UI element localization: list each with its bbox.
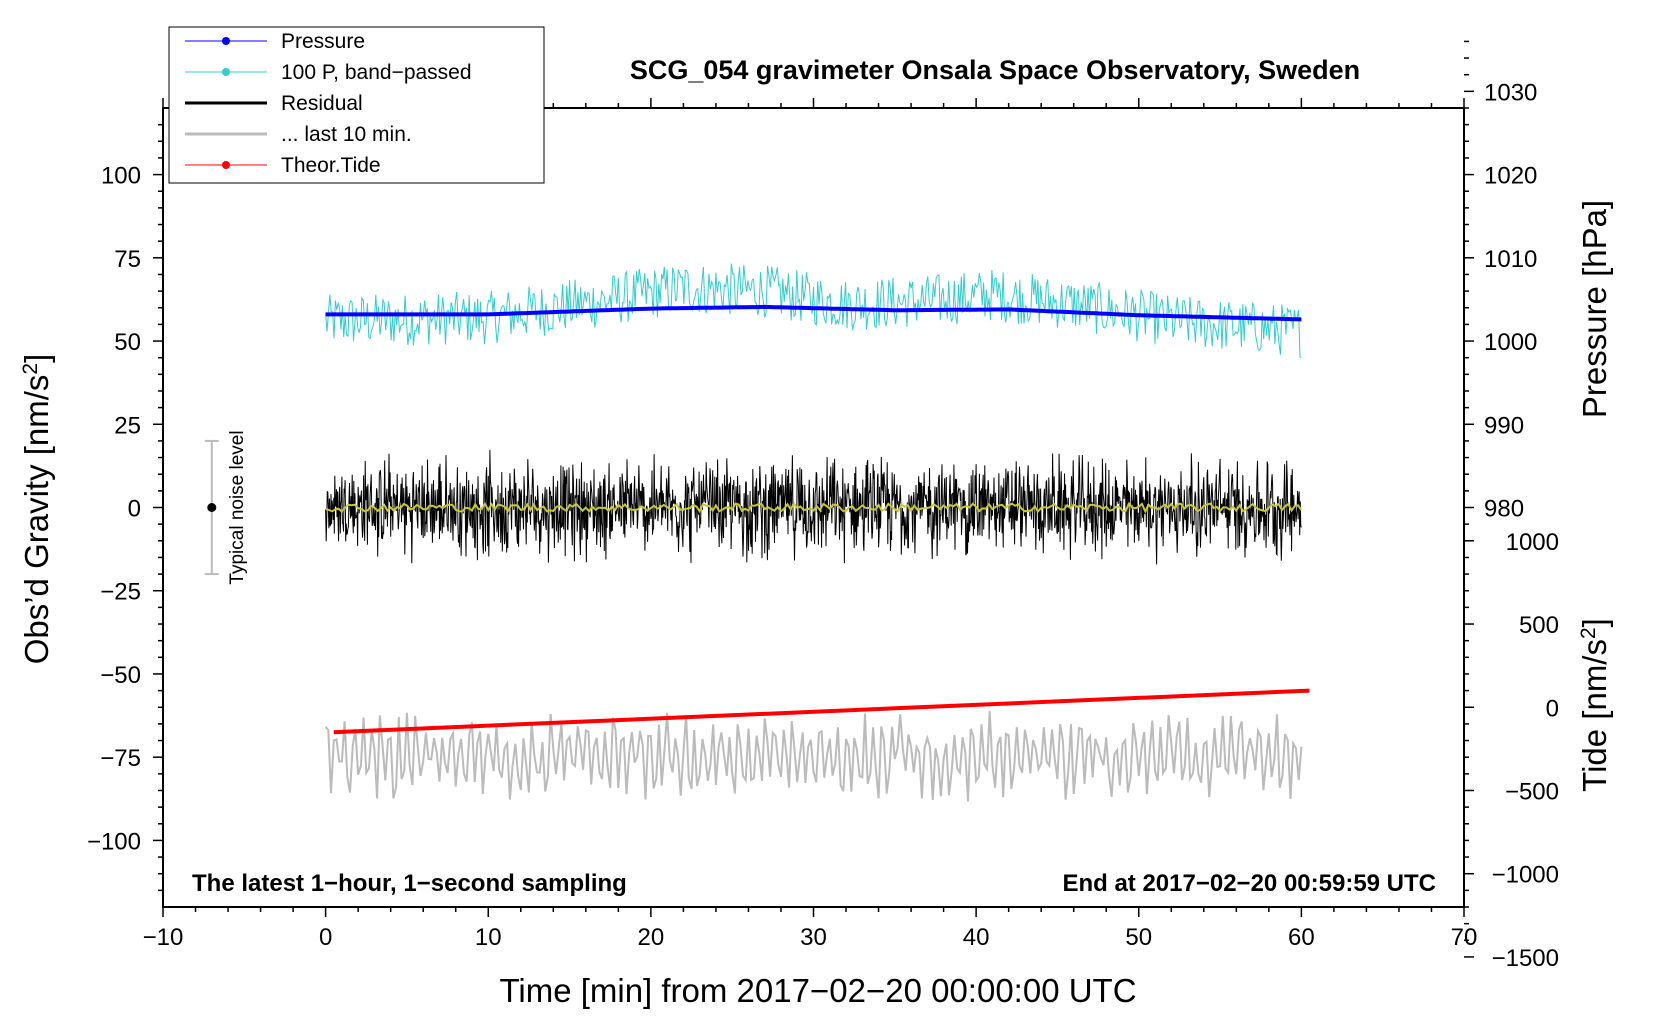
pressure-tick-label: 990 bbox=[1484, 412, 1524, 439]
tide-tick-label: 500 bbox=[1519, 612, 1559, 639]
annotation-right: End at 2017−02−20 00:59:59 UTC bbox=[1062, 870, 1436, 897]
x-tick-label: 70 bbox=[1451, 924, 1478, 951]
tide-tick-label: −1000 bbox=[1492, 862, 1559, 889]
tide-tick-label: 1000 bbox=[1506, 529, 1559, 556]
legend-marker bbox=[222, 37, 230, 45]
y-axis-pressure-title: Pressure [hPa] bbox=[1576, 200, 1613, 418]
y-left-title-sup: 2 bbox=[19, 363, 42, 375]
x-tick-label: 50 bbox=[1125, 924, 1152, 951]
noise-level-label: Typical noise level bbox=[227, 430, 248, 584]
x-tick-label: 40 bbox=[963, 924, 990, 951]
y-axis-tide-title: Tide [nm/s2] bbox=[1576, 618, 1613, 792]
pressure-tick-label: 1010 bbox=[1484, 246, 1537, 273]
y-left-tick-label: 0 bbox=[128, 496, 141, 523]
series-theoretical-tide bbox=[333, 688, 1310, 735]
tide-title-sup: 2 bbox=[1577, 627, 1600, 639]
series-last-10-min bbox=[324, 710, 1303, 802]
legend-label: Residual bbox=[281, 92, 363, 115]
x-tick-label: −10 bbox=[143, 924, 184, 951]
tide-title-main: Tide [nm/s bbox=[1576, 639, 1613, 792]
legend-marker bbox=[222, 68, 230, 76]
pressure-tick-label: 1030 bbox=[1484, 79, 1537, 106]
tide-tick-label: −500 bbox=[1505, 778, 1559, 805]
axes-layer: −10 0 10 20 30 40 50 60 701007550250−25−50−75−10… bbox=[87, 40, 1559, 972]
y-left-tick-label: 50 bbox=[114, 329, 141, 356]
series-layer bbox=[324, 263, 1310, 802]
series-pressure bbox=[325, 304, 1302, 322]
x-tick-label: 60 bbox=[1288, 924, 1315, 951]
legend-label: Theor.Tide bbox=[281, 154, 381, 177]
x-tick-label: 10 bbox=[475, 924, 502, 951]
x-tick-label: 30 bbox=[800, 924, 827, 951]
tide-tick-label: −1500 bbox=[1492, 945, 1559, 972]
annotation-left: The latest 1−hour, 1−second sampling bbox=[192, 870, 627, 897]
pressure-tick-label: 1000 bbox=[1484, 329, 1537, 356]
legend-label: 100 P, band−passed bbox=[281, 61, 472, 84]
y-axis-left-title: Obs’d Gravity [nm/s2] bbox=[18, 354, 55, 665]
y-left-tick-label: −25 bbox=[100, 579, 141, 606]
series-residual-smoothed bbox=[325, 501, 1303, 514]
y-left-tick-label: −100 bbox=[87, 828, 141, 855]
chart-title: SCG_054 gravimeter Onsala Space Observat… bbox=[630, 55, 1360, 85]
x-tick-label: 20 bbox=[638, 924, 665, 951]
y-left-title-main: Obs’d Gravity [nm/s bbox=[18, 375, 55, 665]
tide-tick-label: 0 bbox=[1546, 695, 1559, 722]
y-left-tick-label: 25 bbox=[114, 412, 141, 439]
legend-label: Pressure bbox=[281, 30, 365, 53]
legend-box bbox=[168, 26, 545, 184]
x-tick-label: 0 bbox=[319, 924, 332, 951]
legend: Pressure 100 P, band−passed Residual ... la… bbox=[168, 26, 545, 184]
pressure-tick-label: 1020 bbox=[1484, 163, 1537, 190]
legend-label: ... last 10 min. bbox=[281, 123, 412, 146]
series-residual bbox=[325, 449, 1302, 565]
noise-level-dot bbox=[207, 503, 217, 512]
y-left-tick-label: 100 bbox=[101, 163, 141, 190]
legend-marker bbox=[222, 161, 230, 169]
y-left-tick-label: 75 bbox=[114, 246, 141, 273]
tide-title-end: ] bbox=[1576, 618, 1613, 627]
y-left-title-end: ] bbox=[18, 354, 55, 363]
y-left-tick-label: −50 bbox=[100, 662, 141, 689]
y-left-tick-label: −75 bbox=[100, 745, 141, 772]
series-band-passed-pressure bbox=[325, 263, 1302, 359]
pressure-tick-label: 980 bbox=[1484, 496, 1524, 523]
x-axis-title: Time [min] from 2017−02−20 00:00:00 UTC bbox=[499, 972, 1136, 1009]
